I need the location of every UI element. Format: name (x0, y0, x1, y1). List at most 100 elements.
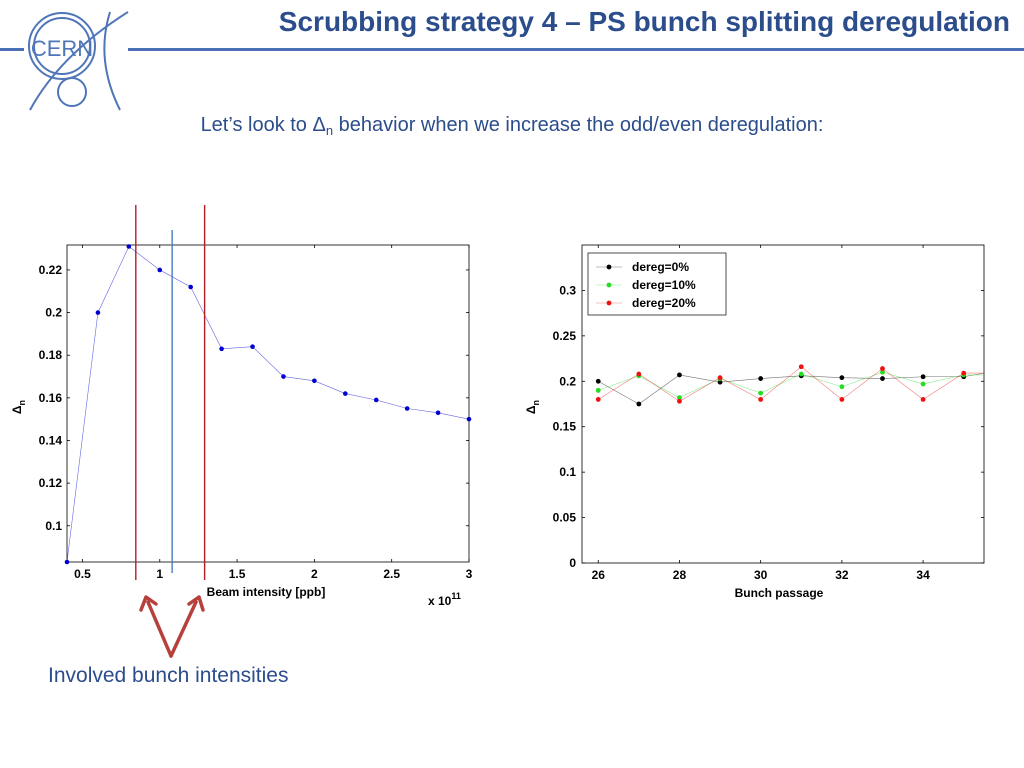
intensity-data-point (312, 378, 317, 384)
intensity-chart-xlabel: Beam intensity [ppb] (207, 585, 326, 599)
intensity-data-point (188, 284, 193, 290)
left-arrow-head (139, 595, 158, 612)
intensity-ylabel-main: Δ (10, 405, 24, 414)
slide-subtitle: Let’s look to Δn behavior when we increa… (0, 114, 1024, 138)
series-2-point (677, 398, 682, 404)
intensity-chart-frame (66, 244, 470, 563)
x-tick-label: 30 (754, 568, 768, 582)
legend-marker (606, 282, 612, 288)
passage-chart-legend: dereg=0% dereg=10% dereg=20% (587, 252, 727, 316)
series-line-0 (598, 372, 985, 405)
series-2-point (758, 397, 764, 402)
intensity-data-point (64, 559, 70, 565)
caption: Involved bunch intensities (48, 664, 289, 687)
cern-logo-ring-curve (103, 11, 121, 111)
intensity-data-point (466, 416, 472, 422)
intensity-data-point (95, 310, 101, 315)
passage-chart-ylabel-group: Δn (524, 400, 541, 414)
intensity-chart: 0.5 1 1.5 2 2.5 3 0.1 0.12 0.14 0.16 0.18 0.2 0.22 B… (10, 205, 473, 608)
intensity-data-point (435, 410, 441, 416)
legend-label: dereg=20% (632, 296, 696, 310)
intensity-chart-series (64, 244, 472, 565)
series-0-point (839, 375, 845, 381)
intensity-ylabel-sub: n (17, 400, 27, 406)
slide-title: Scrubbing strategy 4 – PS bunch splittin… (278, 6, 1010, 37)
legend-label: dereg=10% (632, 278, 696, 292)
y-tick-label: 0 (569, 556, 576, 570)
cern-logo-inner-ring (33, 17, 91, 75)
intensity-chart-ylabel: Δn (10, 400, 27, 414)
y-tick-label: 0.1 (45, 519, 62, 533)
series-2-point (717, 375, 723, 381)
series-2-point (798, 364, 804, 370)
title-rule (0, 48, 1024, 51)
y-tick-label: 0.12 (39, 476, 63, 490)
y-tick-label: 0.3 (559, 283, 576, 297)
intensity-data-point (404, 406, 410, 411)
series-2-point (880, 366, 885, 371)
intensity-data-point (250, 344, 255, 349)
pointer-arrows (139, 595, 205, 658)
subtitle-text-after: behavior when we increase the odd/even d… (333, 114, 824, 136)
y-tick-label: 0.14 (39, 433, 63, 447)
y-tick-label: 0.1 (559, 465, 576, 479)
series-line-2 (598, 366, 984, 402)
intensity-data-point (126, 244, 132, 249)
series-2-point (636, 371, 642, 377)
passage-chart-axes: 26 28 30 32 34 0 0.05 0.1 0.15 0.2 0.25 0.3 (553, 244, 985, 582)
series-1-point (798, 371, 804, 377)
x-tick-label: 26 (592, 568, 606, 582)
y-tick-label: 0.15 (553, 420, 577, 434)
subtitle-subscript: n (325, 123, 334, 138)
left-arrow (146, 600, 173, 658)
intensity-chart-x-multiplier: x 1011 (428, 591, 461, 608)
series-2-point (839, 397, 845, 402)
legend-marker (606, 264, 612, 270)
right-arrow-head (187, 595, 205, 612)
x-multiplier-exponent: 11 (451, 591, 461, 601)
legend-marker (606, 300, 612, 306)
passage-ylabel-sub: n (531, 400, 541, 406)
y-tick-label: 0.2 (45, 306, 62, 320)
intensity-data-point (343, 391, 348, 396)
passage-chart-frame (581, 244, 985, 564)
y-tick-label: 0.16 (39, 391, 63, 405)
cern-logo-outer-ring (28, 12, 96, 80)
y-tick-label: 0.18 (39, 348, 63, 362)
series-0-point (758, 376, 764, 381)
intensity-data-point (373, 397, 379, 403)
passage-chart: 26 28 30 32 34 0 0.05 0.1 0.15 0.2 0.25 0.3 dereg=0… (524, 244, 985, 600)
series-line-1 (598, 371, 984, 398)
series-1-point (677, 395, 682, 401)
cern-logo: CERN (28, 11, 129, 111)
series-0-point (920, 374, 926, 380)
legend-label: dereg=0% (632, 260, 689, 274)
series-0-point (880, 376, 885, 381)
intensity-data-point (157, 267, 163, 273)
y-tick-label: 0.05 (553, 511, 577, 525)
x-tick-label: 0.5 (74, 567, 91, 581)
x-multiplier-base: x 10 (428, 594, 452, 608)
intensity-chart-ylabel-group: Δn (10, 400, 27, 414)
series-0-point (717, 379, 723, 385)
right-arrow (169, 600, 198, 658)
series-1-point (920, 381, 926, 387)
x-tick-label: 1.5 (229, 567, 246, 581)
series-1-point (839, 384, 845, 390)
intensity-data-point (281, 374, 286, 379)
passage-chart-ylabel: Δn (524, 400, 541, 414)
cern-logo-accelerator-curve (29, 11, 129, 111)
y-tick-label: 0.25 (553, 329, 577, 343)
intensity-chart-markers (135, 205, 206, 580)
x-tick-label: 2 (311, 567, 318, 581)
intensity-series-line (66, 246, 470, 563)
x-tick-label: 28 (673, 568, 687, 582)
subtitle-text-before: Let’s look to Δ (200, 114, 326, 136)
y-tick-label: 0.2 (559, 374, 576, 388)
series-2-point (595, 397, 601, 402)
passage-chart-xlabel: Bunch passage (735, 586, 824, 600)
y-tick-label: 0.22 (39, 263, 63, 277)
series-0-point (636, 401, 642, 407)
series-1-point (880, 369, 885, 375)
passage-ylabel-main: Δ (524, 405, 538, 414)
